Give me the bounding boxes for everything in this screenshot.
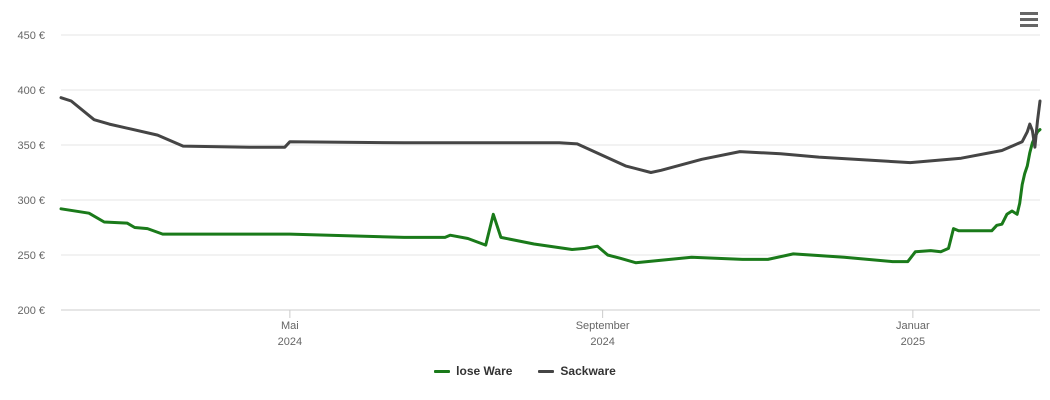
series-group [59,96,1042,265]
legend-label: Sackware [560,364,616,378]
y-axis: 200 € 250 € 300 € 350 € 400 € 450 € [17,30,45,317]
x-tick-year: 2024 [278,336,302,348]
x-tick-year: 2025 [901,336,925,348]
x-tick-year: 2024 [590,336,614,348]
series-line-lose-ware[interactable] [59,128,1042,265]
y-tick-label: 450 € [17,30,45,42]
x-tick-month: Januar [896,320,930,332]
x-axis: Mai 2024 September 2024 Januar 2025 [278,310,930,348]
legend-line-icon [538,369,555,373]
y-tick-label: 300 € [17,195,45,207]
y-tick-label: 350 € [17,140,45,152]
series-line-sackware[interactable] [59,96,1042,174]
menu-bar-icon [1020,18,1038,21]
legend: lose Ware Sackware [0,364,1050,378]
menu-bar-icon [1020,24,1038,27]
menu-bar-icon [1020,12,1038,15]
x-tick-month: September [576,320,630,332]
y-tick-label: 400 € [17,85,45,97]
legend-line-icon [434,369,451,373]
y-tick-label: 200 € [17,305,45,317]
chart-menu-button[interactable] [1018,12,1040,32]
legend-item-lose-ware[interactable]: lose Ware [434,364,512,378]
grid-lines [61,34,1040,256]
x-tick-month: Mai [281,320,299,332]
legend-item-sackware[interactable]: Sackware [538,364,616,378]
y-tick-label: 250 € [17,250,45,262]
legend-label: lose Ware [456,364,513,378]
